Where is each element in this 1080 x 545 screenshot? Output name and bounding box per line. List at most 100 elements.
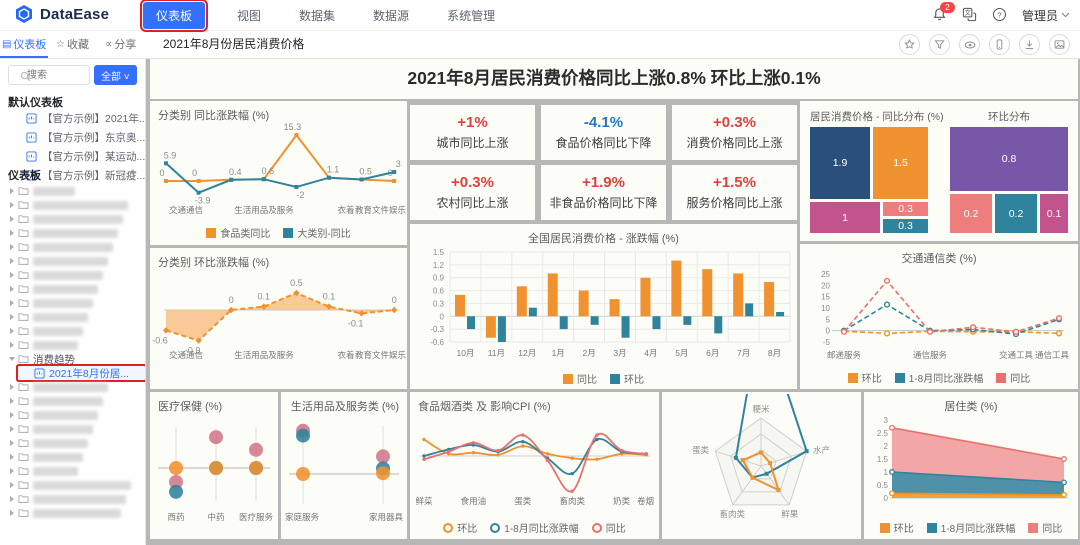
image-icon[interactable] bbox=[1049, 34, 1070, 55]
tree-folder-blurred[interactable] bbox=[0, 212, 145, 226]
mobile-icon[interactable] bbox=[989, 34, 1010, 55]
tree-folder-blurred[interactable] bbox=[0, 324, 145, 338]
svg-text:蛋类: 蛋类 bbox=[514, 496, 532, 506]
tree-folder-blurred[interactable] bbox=[0, 408, 145, 422]
svg-text:水产: 水产 bbox=[813, 445, 830, 455]
language-icon[interactable]: 文 bbox=[962, 7, 978, 23]
scope-filter-label: 全部 bbox=[101, 71, 121, 83]
notification-bell-icon[interactable]: 2 bbox=[932, 2, 955, 23]
tree-folder-blurred[interactable] bbox=[0, 338, 145, 352]
tree-folder-blurred[interactable] bbox=[0, 464, 145, 478]
legend-item[interactable]: 1-8月同比涨跌幅 bbox=[490, 520, 579, 535]
svg-text:11月: 11月 bbox=[488, 348, 505, 358]
tree-folder-blurred[interactable] bbox=[0, 268, 145, 282]
funnel-icon[interactable] bbox=[929, 34, 950, 55]
tree-folder-blurred[interactable] bbox=[0, 310, 145, 324]
tree-folder-blurred[interactable] bbox=[0, 226, 145, 240]
legend-item[interactable]: 环比 bbox=[879, 520, 914, 535]
sidebar-tab-仪表板[interactable]: ▤ 仪表板 bbox=[0, 30, 48, 58]
default-dashboard-item[interactable]: 【官方示例】某运动... bbox=[0, 147, 145, 166]
tree-folder-blurred[interactable] bbox=[0, 492, 145, 506]
nav-item-视图[interactable]: 视图 bbox=[237, 8, 262, 23]
legend-item[interactable]: 环比 bbox=[610, 371, 644, 386]
eye-icon[interactable] bbox=[959, 34, 980, 55]
treemap-block[interactable]: 1.9 bbox=[810, 127, 870, 199]
tree-folder-blurred[interactable] bbox=[0, 506, 145, 520]
tree-folder-blurred[interactable] bbox=[0, 450, 145, 464]
tree-folder-blurred[interactable] bbox=[0, 296, 145, 310]
blurred-label bbox=[33, 410, 98, 420]
legend-item[interactable]: 食品类同比 bbox=[206, 225, 270, 240]
legend-item[interactable]: 同比 bbox=[996, 370, 1030, 385]
item-label: 【官方示例】东京奥... bbox=[42, 132, 145, 144]
folder-label: 消费趋势 bbox=[33, 353, 75, 366]
chart-title: 全国居民消费价格 - 涨跌幅 (%) bbox=[528, 233, 679, 245]
nav-item-数据源[interactable]: 数据源 bbox=[373, 8, 410, 23]
svg-text:交通通信: 交通通信 bbox=[169, 350, 204, 360]
svg-text:中药: 中药 bbox=[207, 512, 224, 522]
svg-text:医疗服务: 医疗服务 bbox=[239, 512, 274, 522]
folder-icon bbox=[18, 425, 29, 433]
nav-item-数据集[interactable]: 数据集 bbox=[299, 8, 336, 23]
sidebar-tab-分享[interactable]: ∝ 分享 bbox=[97, 30, 145, 58]
tree-item-selected[interactable]: 2021年8月份居... bbox=[18, 366, 145, 380]
tree-folder-blurred[interactable] bbox=[0, 380, 145, 394]
caret-icon bbox=[10, 230, 14, 236]
svg-text:0.6: 0.6 bbox=[433, 287, 445, 296]
user-menu[interactable]: 管理员 bbox=[1022, 7, 1070, 24]
legend-item[interactable]: 环比 bbox=[847, 370, 882, 385]
legend-item[interactable]: 同比 bbox=[563, 371, 597, 386]
caret-icon bbox=[10, 426, 14, 432]
legend-item[interactable]: 同比 bbox=[591, 520, 626, 535]
main-menu: 仪表板 视图 数据集 数据源 系统管理 bbox=[139, 0, 501, 32]
treemap-block[interactable]: 0.8 bbox=[950, 127, 1068, 191]
tree-folder-blurred[interactable] bbox=[0, 282, 145, 296]
legend-marker bbox=[847, 372, 858, 383]
legend-item[interactable]: 环比 bbox=[443, 520, 477, 535]
tree-folder-expanded[interactable]: 消费趋势 bbox=[0, 352, 145, 366]
svg-text:7月: 7月 bbox=[737, 348, 750, 358]
default-dashboard-item[interactable]: 【官方示例】2021年... bbox=[0, 109, 145, 128]
svg-text:3: 3 bbox=[884, 416, 889, 425]
treemap-block[interactable]: 0.2 bbox=[950, 194, 992, 233]
svg-text:6月: 6月 bbox=[706, 348, 719, 358]
treemap-block[interactable]: 0.3 bbox=[883, 202, 928, 216]
treemap-block[interactable]: 0.2 bbox=[995, 194, 1037, 233]
legend-item[interactable]: 1-8月同比涨跌幅 bbox=[894, 370, 984, 385]
treemap-block[interactable]: 0.1 bbox=[1040, 194, 1068, 233]
dashboard-toolbar bbox=[899, 34, 1070, 55]
add-dashboard-button[interactable]: + bbox=[129, 165, 137, 180]
legend-item[interactable]: 大类别-同比 bbox=[283, 225, 351, 240]
treemap-block[interactable]: 1 bbox=[810, 202, 880, 233]
blurred-label bbox=[33, 424, 93, 434]
tree-folder-blurred[interactable] bbox=[0, 436, 145, 450]
nav-item-系统管理[interactable]: 系统管理 bbox=[447, 8, 496, 23]
tree-folder-blurred[interactable] bbox=[0, 240, 145, 254]
download-icon[interactable] bbox=[1019, 34, 1040, 55]
default-dashboard-item[interactable]: 【官方示例】新冠疫... bbox=[0, 166, 145, 185]
folder-icon bbox=[18, 187, 29, 195]
default-dashboard-item[interactable]: 【官方示例】东京奥... bbox=[0, 128, 145, 147]
svg-text:家用器具: 家用器具 bbox=[369, 512, 404, 522]
tree-folder-blurred[interactable] bbox=[0, 184, 145, 198]
nav-item-仪表板[interactable]: 仪表板 bbox=[139, 0, 209, 32]
caret-icon bbox=[10, 244, 14, 250]
tree-folder-blurred[interactable] bbox=[0, 422, 145, 436]
legend-item[interactable]: 1-8月同比涨跌幅 bbox=[926, 520, 1015, 535]
tab-dashboard[interactable]: 2021年8月份居民消费价格 bbox=[163, 37, 305, 51]
sidebar-tab-收藏[interactable]: ☆ 收藏 bbox=[48, 30, 96, 58]
tree-folder-blurred[interactable] bbox=[0, 394, 145, 408]
star-icon[interactable] bbox=[899, 34, 920, 55]
svg-text:5: 5 bbox=[826, 315, 831, 324]
default-dashboards-section-title: 默认仪表板 bbox=[8, 97, 63, 109]
treemap-block[interactable]: 0.3 bbox=[883, 219, 928, 233]
tree-folder-blurred[interactable] bbox=[0, 254, 145, 268]
legend-label: 1-8月同比涨跌幅 bbox=[908, 374, 984, 385]
help-icon[interactable]: ? bbox=[992, 7, 1008, 23]
scope-filter-button[interactable]: 全部 ˅ bbox=[94, 65, 137, 85]
tree-folder-blurred[interactable] bbox=[0, 198, 145, 212]
logo[interactable]: DataEase bbox=[14, 4, 109, 24]
treemap-block[interactable]: 1.5 bbox=[873, 127, 928, 199]
tree-folder-blurred[interactable] bbox=[0, 478, 145, 492]
legend-item[interactable]: 同比 bbox=[1028, 520, 1062, 535]
